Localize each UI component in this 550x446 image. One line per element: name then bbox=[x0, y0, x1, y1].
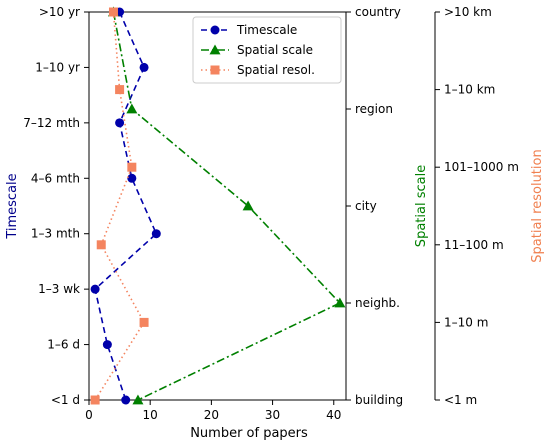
spatial-scale-tick-label: city bbox=[355, 199, 377, 213]
data-point bbox=[127, 162, 137, 172]
spatial-scale-tick-label: neighb. bbox=[355, 296, 400, 310]
timescale-tick-label: <1 d bbox=[51, 393, 80, 407]
timescale-axis-label: Timescale bbox=[5, 173, 20, 239]
series-layer bbox=[90, 6, 346, 405]
spatial-scale-tick-label: building bbox=[355, 393, 403, 407]
data-point bbox=[96, 240, 106, 250]
data-point bbox=[139, 317, 149, 327]
legend-label: Spatial resol. bbox=[237, 63, 315, 77]
legend-entry: Timescale bbox=[201, 23, 297, 37]
legend-marker bbox=[210, 25, 220, 35]
timescale-tick-label: 1–6 d bbox=[47, 338, 80, 352]
data-point bbox=[115, 118, 125, 128]
spatial-resolution-tick-label: 1–10 m bbox=[444, 315, 488, 329]
series-line bbox=[94, 11, 158, 401]
data-point bbox=[121, 395, 131, 405]
x-axis-label: Number of papers bbox=[190, 426, 308, 441]
spatial-scale-tick-label: region bbox=[355, 102, 393, 116]
legend-box bbox=[192, 16, 342, 84]
data-point bbox=[151, 229, 161, 239]
series-line bbox=[112, 11, 342, 401]
data-point bbox=[102, 340, 112, 350]
spatial-scale-tick-label: country bbox=[355, 5, 401, 19]
legend: Timescale Spatial scale Spatial resol. bbox=[192, 16, 342, 84]
data-point bbox=[126, 103, 138, 114]
data-point bbox=[108, 7, 118, 17]
data-point bbox=[139, 62, 149, 72]
series-0 bbox=[90, 7, 161, 405]
x-tick-label: 0 bbox=[85, 408, 93, 422]
data-point bbox=[334, 297, 346, 308]
timescale-tick-label: 1–3 mth bbox=[31, 227, 80, 241]
spatial-resolution-tick-label: 11–100 m bbox=[444, 238, 504, 252]
series-2 bbox=[90, 7, 149, 405]
spatial-resolution-tick-label: 101–1000 m bbox=[444, 160, 519, 174]
legend-label: Timescale bbox=[236, 23, 297, 37]
x-tick-label: 40 bbox=[326, 408, 341, 422]
timescale-tick-label: >10 yr bbox=[39, 5, 80, 19]
spatial-scale-axis-label: Spatial scale bbox=[414, 165, 429, 247]
x-tick-label: 10 bbox=[143, 408, 158, 422]
timescale-tick-label: 1–3 wk bbox=[38, 282, 80, 296]
spatial-resolution-axis-label: Spatial resolution bbox=[530, 149, 545, 262]
spatial-resolution-tick-label: <1 m bbox=[444, 393, 477, 407]
series-line bbox=[94, 11, 146, 401]
data-point bbox=[127, 173, 137, 183]
timescale-tick-label: 1–10 yr bbox=[35, 60, 80, 74]
data-point bbox=[90, 284, 100, 294]
legend-entry: Spatial resol. bbox=[201, 63, 315, 77]
legend-entry: Spatial scale bbox=[201, 43, 313, 57]
x-tick-label: 30 bbox=[265, 408, 280, 422]
data-point bbox=[115, 85, 125, 95]
x-tick-label: 20 bbox=[204, 408, 219, 422]
data-point bbox=[90, 395, 100, 405]
legend-marker bbox=[210, 65, 220, 75]
timescale-tick-label: 7–12 mth bbox=[23, 116, 80, 130]
data-point bbox=[242, 200, 254, 211]
timescale-tick-label: 4–6 mth bbox=[31, 171, 80, 185]
legend-label: Spatial scale bbox=[237, 43, 313, 57]
spatial-resolution-tick-label: 1–10 km bbox=[444, 83, 495, 97]
tick-group: 0 10 20 30 40 >10 yr 1–10 yr 7–12 mth 4–6 mth 1–3… bbox=[23, 5, 519, 422]
data-point bbox=[132, 394, 144, 405]
legend-marker bbox=[209, 44, 221, 55]
spatial-resolution-tick-label: >10 km bbox=[444, 5, 492, 19]
